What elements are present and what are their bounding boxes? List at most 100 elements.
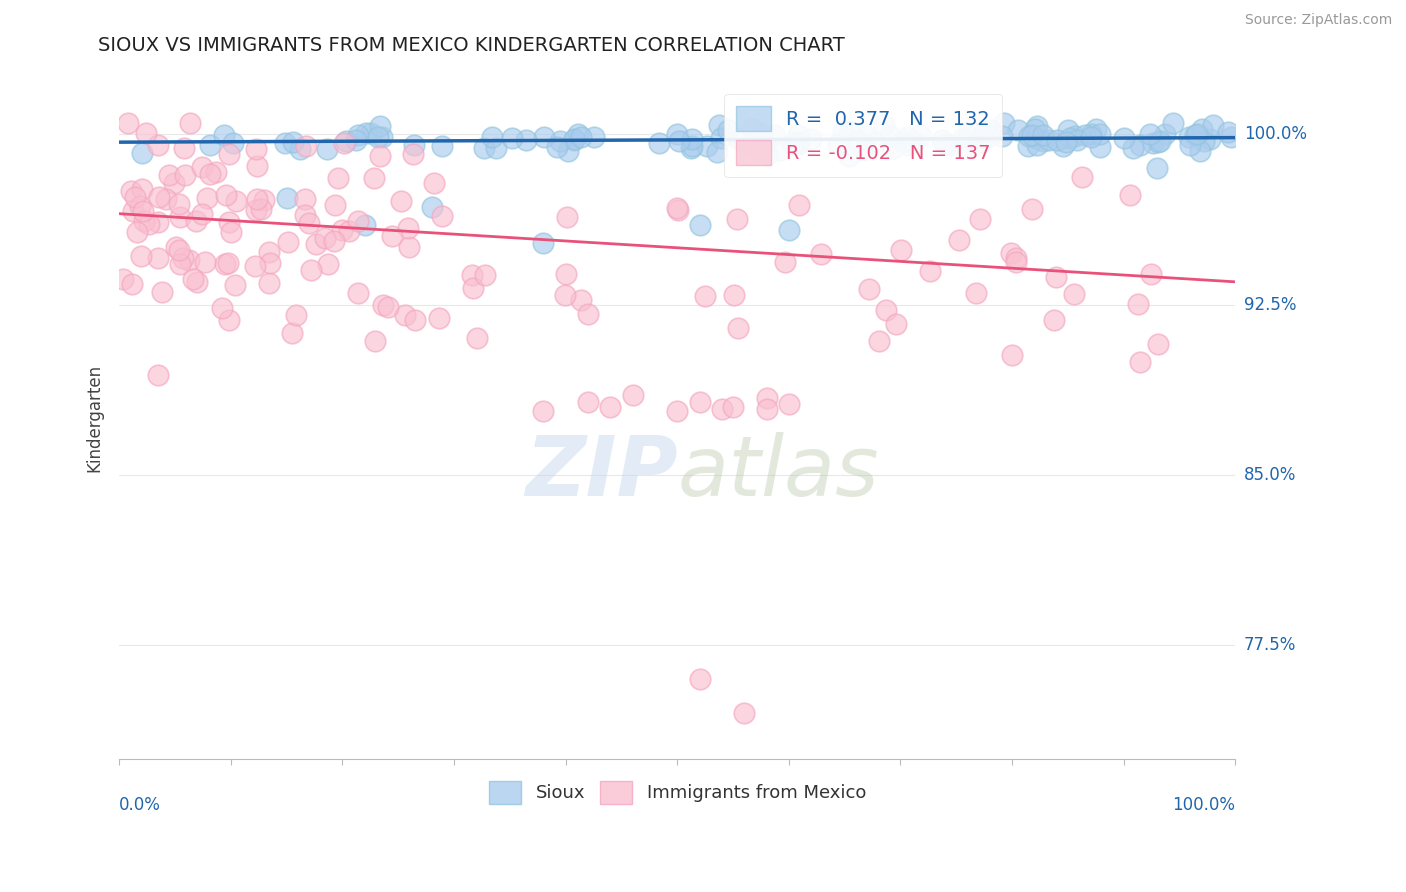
Point (920, 264, 942, 278)
Point (1198, 132, 1220, 146)
Point (205, 165, 228, 179)
Point (879, 129, 901, 144)
Point (1149, 135, 1171, 149)
Point (1026, 137, 1049, 152)
Point (360, 126, 382, 140)
Point (1080, 128, 1102, 142)
Point (1147, 136, 1170, 150)
Point (276, 191, 298, 205)
Point (970, 128, 993, 143)
Point (281, 135, 304, 149)
Point (218, 313, 240, 327)
Point (367, 130, 389, 145)
Point (785, 135, 807, 149)
Point (897, 138, 920, 153)
Text: ZIP: ZIP (524, 432, 678, 513)
Point (546, 139, 568, 153)
Point (787, 135, 810, 149)
Point (485, 141, 508, 155)
Point (120, 185, 142, 199)
Point (567, 127, 589, 141)
Point (786, 137, 808, 152)
Point (969, 136, 991, 150)
Point (782, 137, 804, 152)
Point (1088, 140, 1111, 154)
Point (531, 404, 554, 418)
Point (427, 310, 450, 325)
Point (148, 215, 170, 229)
Point (681, 141, 703, 155)
Text: 85.0%: 85.0% (1244, 466, 1296, 483)
Point (752, 143, 775, 157)
Point (394, 308, 416, 322)
Point (956, 143, 979, 157)
Point (1001, 348, 1024, 362)
Point (163, 176, 186, 190)
Point (132, 204, 155, 219)
Point (1161, 116, 1184, 130)
Point (1216, 126, 1239, 140)
Point (172, 251, 194, 265)
Point (1000, 246, 1022, 260)
Point (200, 138, 222, 153)
Point (939, 138, 962, 153)
Point (1007, 123, 1029, 137)
Point (423, 176, 446, 190)
Point (1188, 144, 1211, 158)
Point (727, 320, 749, 334)
Text: 0.0%: 0.0% (120, 797, 162, 814)
Point (284, 308, 307, 322)
Point (1129, 355, 1152, 369)
Point (762, 128, 785, 143)
Point (330, 223, 353, 237)
Point (245, 259, 267, 273)
Point (198, 167, 221, 181)
Point (281, 326, 304, 340)
Point (1066, 133, 1088, 147)
Point (398, 240, 420, 254)
Point (314, 231, 336, 245)
Point (169, 244, 191, 258)
Point (931, 133, 953, 147)
Point (1178, 138, 1201, 153)
Point (738, 136, 761, 151)
Point (855, 129, 877, 144)
Point (186, 275, 208, 289)
Point (1090, 127, 1112, 141)
Point (706, 145, 728, 159)
Point (146, 368, 169, 382)
Point (710, 131, 733, 145)
Point (194, 254, 217, 268)
Point (124, 190, 146, 204)
Point (621, 388, 644, 402)
Point (347, 128, 370, 142)
Point (681, 132, 703, 146)
Point (169, 257, 191, 271)
Point (1085, 122, 1108, 136)
Point (315, 142, 337, 156)
Point (1154, 127, 1177, 141)
Point (666, 202, 689, 217)
Point (353, 218, 375, 232)
Point (214, 257, 236, 271)
Point (969, 212, 991, 227)
Point (181, 271, 204, 285)
Point (1045, 270, 1067, 285)
Point (430, 139, 453, 153)
Point (259, 256, 281, 270)
Point (167, 197, 190, 211)
Point (976, 128, 998, 142)
Text: Source: ZipAtlas.com: Source: ZipAtlas.com (1244, 13, 1392, 28)
Point (884, 317, 907, 331)
Point (858, 282, 880, 296)
Point (1184, 128, 1206, 143)
Point (993, 116, 1015, 130)
Point (253, 194, 276, 208)
Point (896, 130, 918, 145)
Point (195, 191, 218, 205)
Point (219, 225, 242, 239)
Point (222, 136, 245, 151)
Point (246, 192, 269, 206)
Point (344, 133, 367, 147)
Point (122, 204, 145, 219)
